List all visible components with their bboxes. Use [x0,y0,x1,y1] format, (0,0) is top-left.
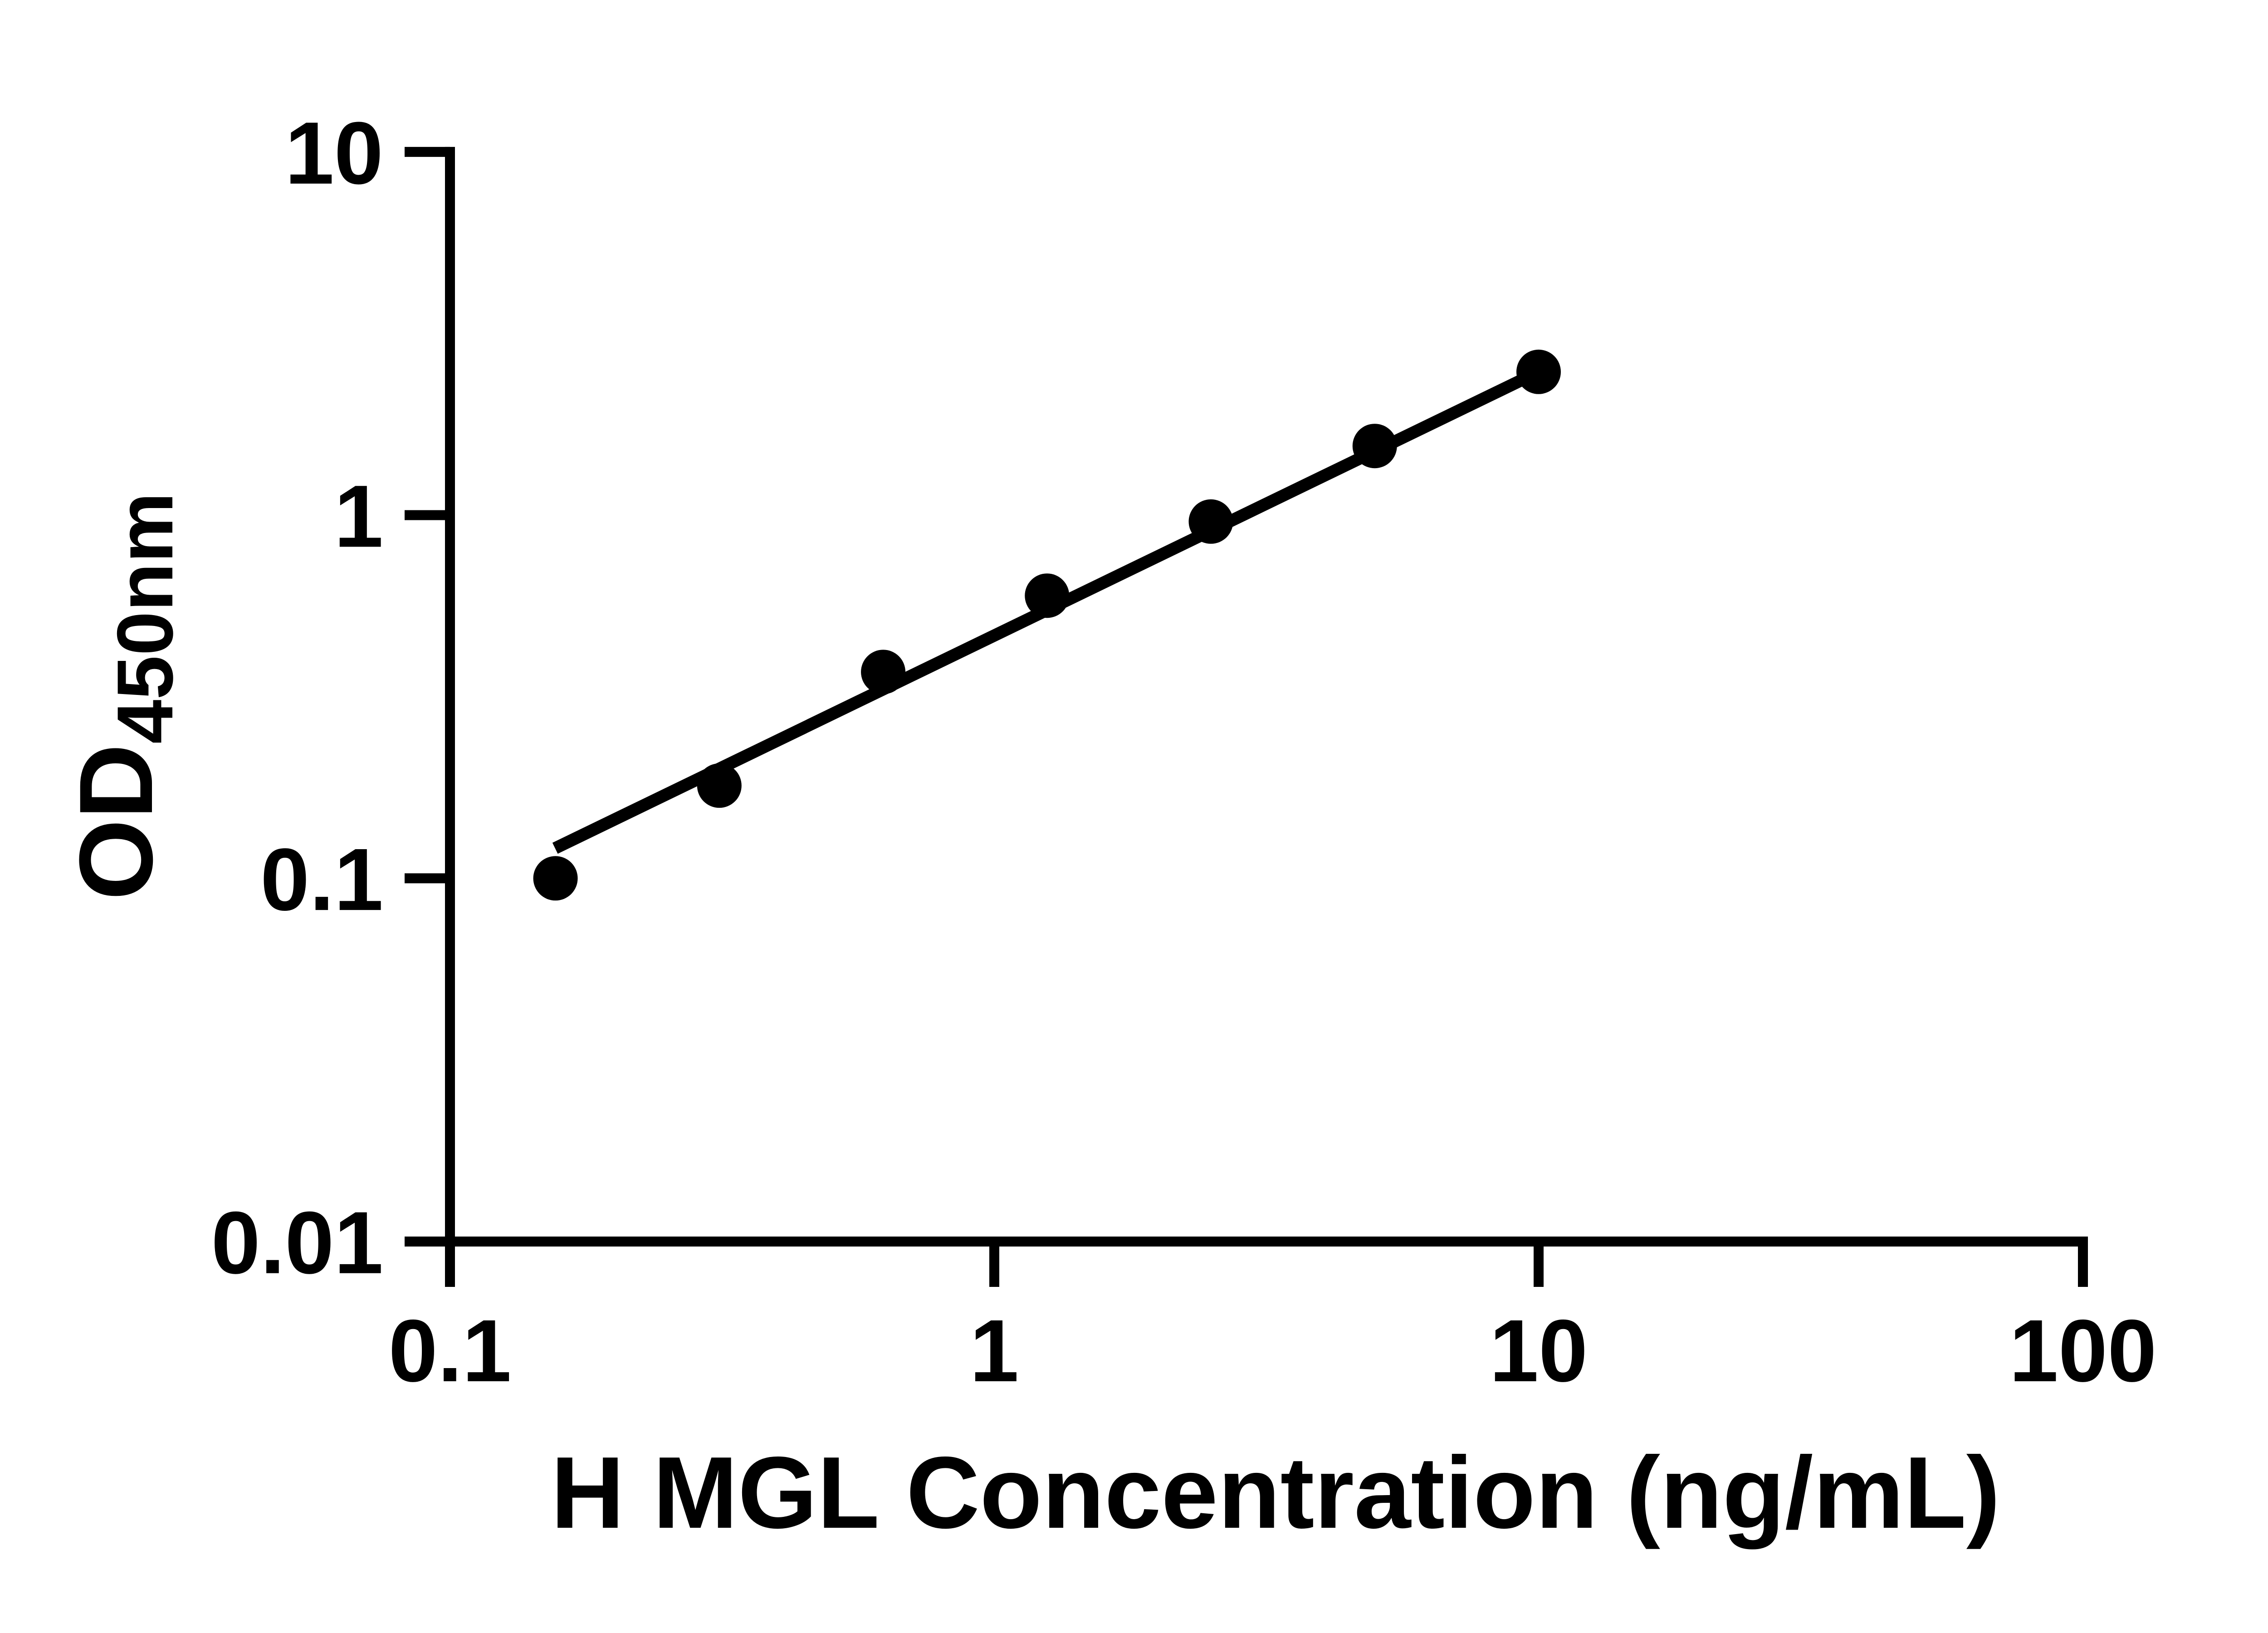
y-axis-title-subscript: 450nm [101,492,190,743]
data-point-marker [533,856,578,901]
axes-layer [445,147,2088,1247]
y-axis-title: OD450nm [58,492,190,900]
x-axis-title: H MGL Concentration (ng/mL) [551,1435,2000,1550]
data-point-marker [1188,499,1233,544]
data-point-marker [697,763,742,808]
data-point-marker [1025,573,1070,618]
data-point-marker [1352,424,1397,469]
axis-titles-layer: H MGL Concentration (ng/mL) OD450nm [58,492,2000,1550]
x-tick-label: 0.1 [388,1301,511,1400]
x-tick-label: 10 [1490,1301,1588,1400]
y-tick-label: 10 [285,104,383,203]
ticks-layer [405,147,2088,1287]
y-axis-title-main: OD [58,744,174,900]
y-tick-label: 0.1 [260,830,383,929]
x-tick-label: 1 [970,1301,1019,1400]
x-tick-label: 100 [2009,1301,2156,1400]
data-point-marker [861,650,906,694]
y-tick-label: 1 [334,467,383,566]
data-point-marker [1516,349,1561,394]
y-tick-label: 0.01 [211,1193,383,1292]
series-layer [533,349,1561,901]
